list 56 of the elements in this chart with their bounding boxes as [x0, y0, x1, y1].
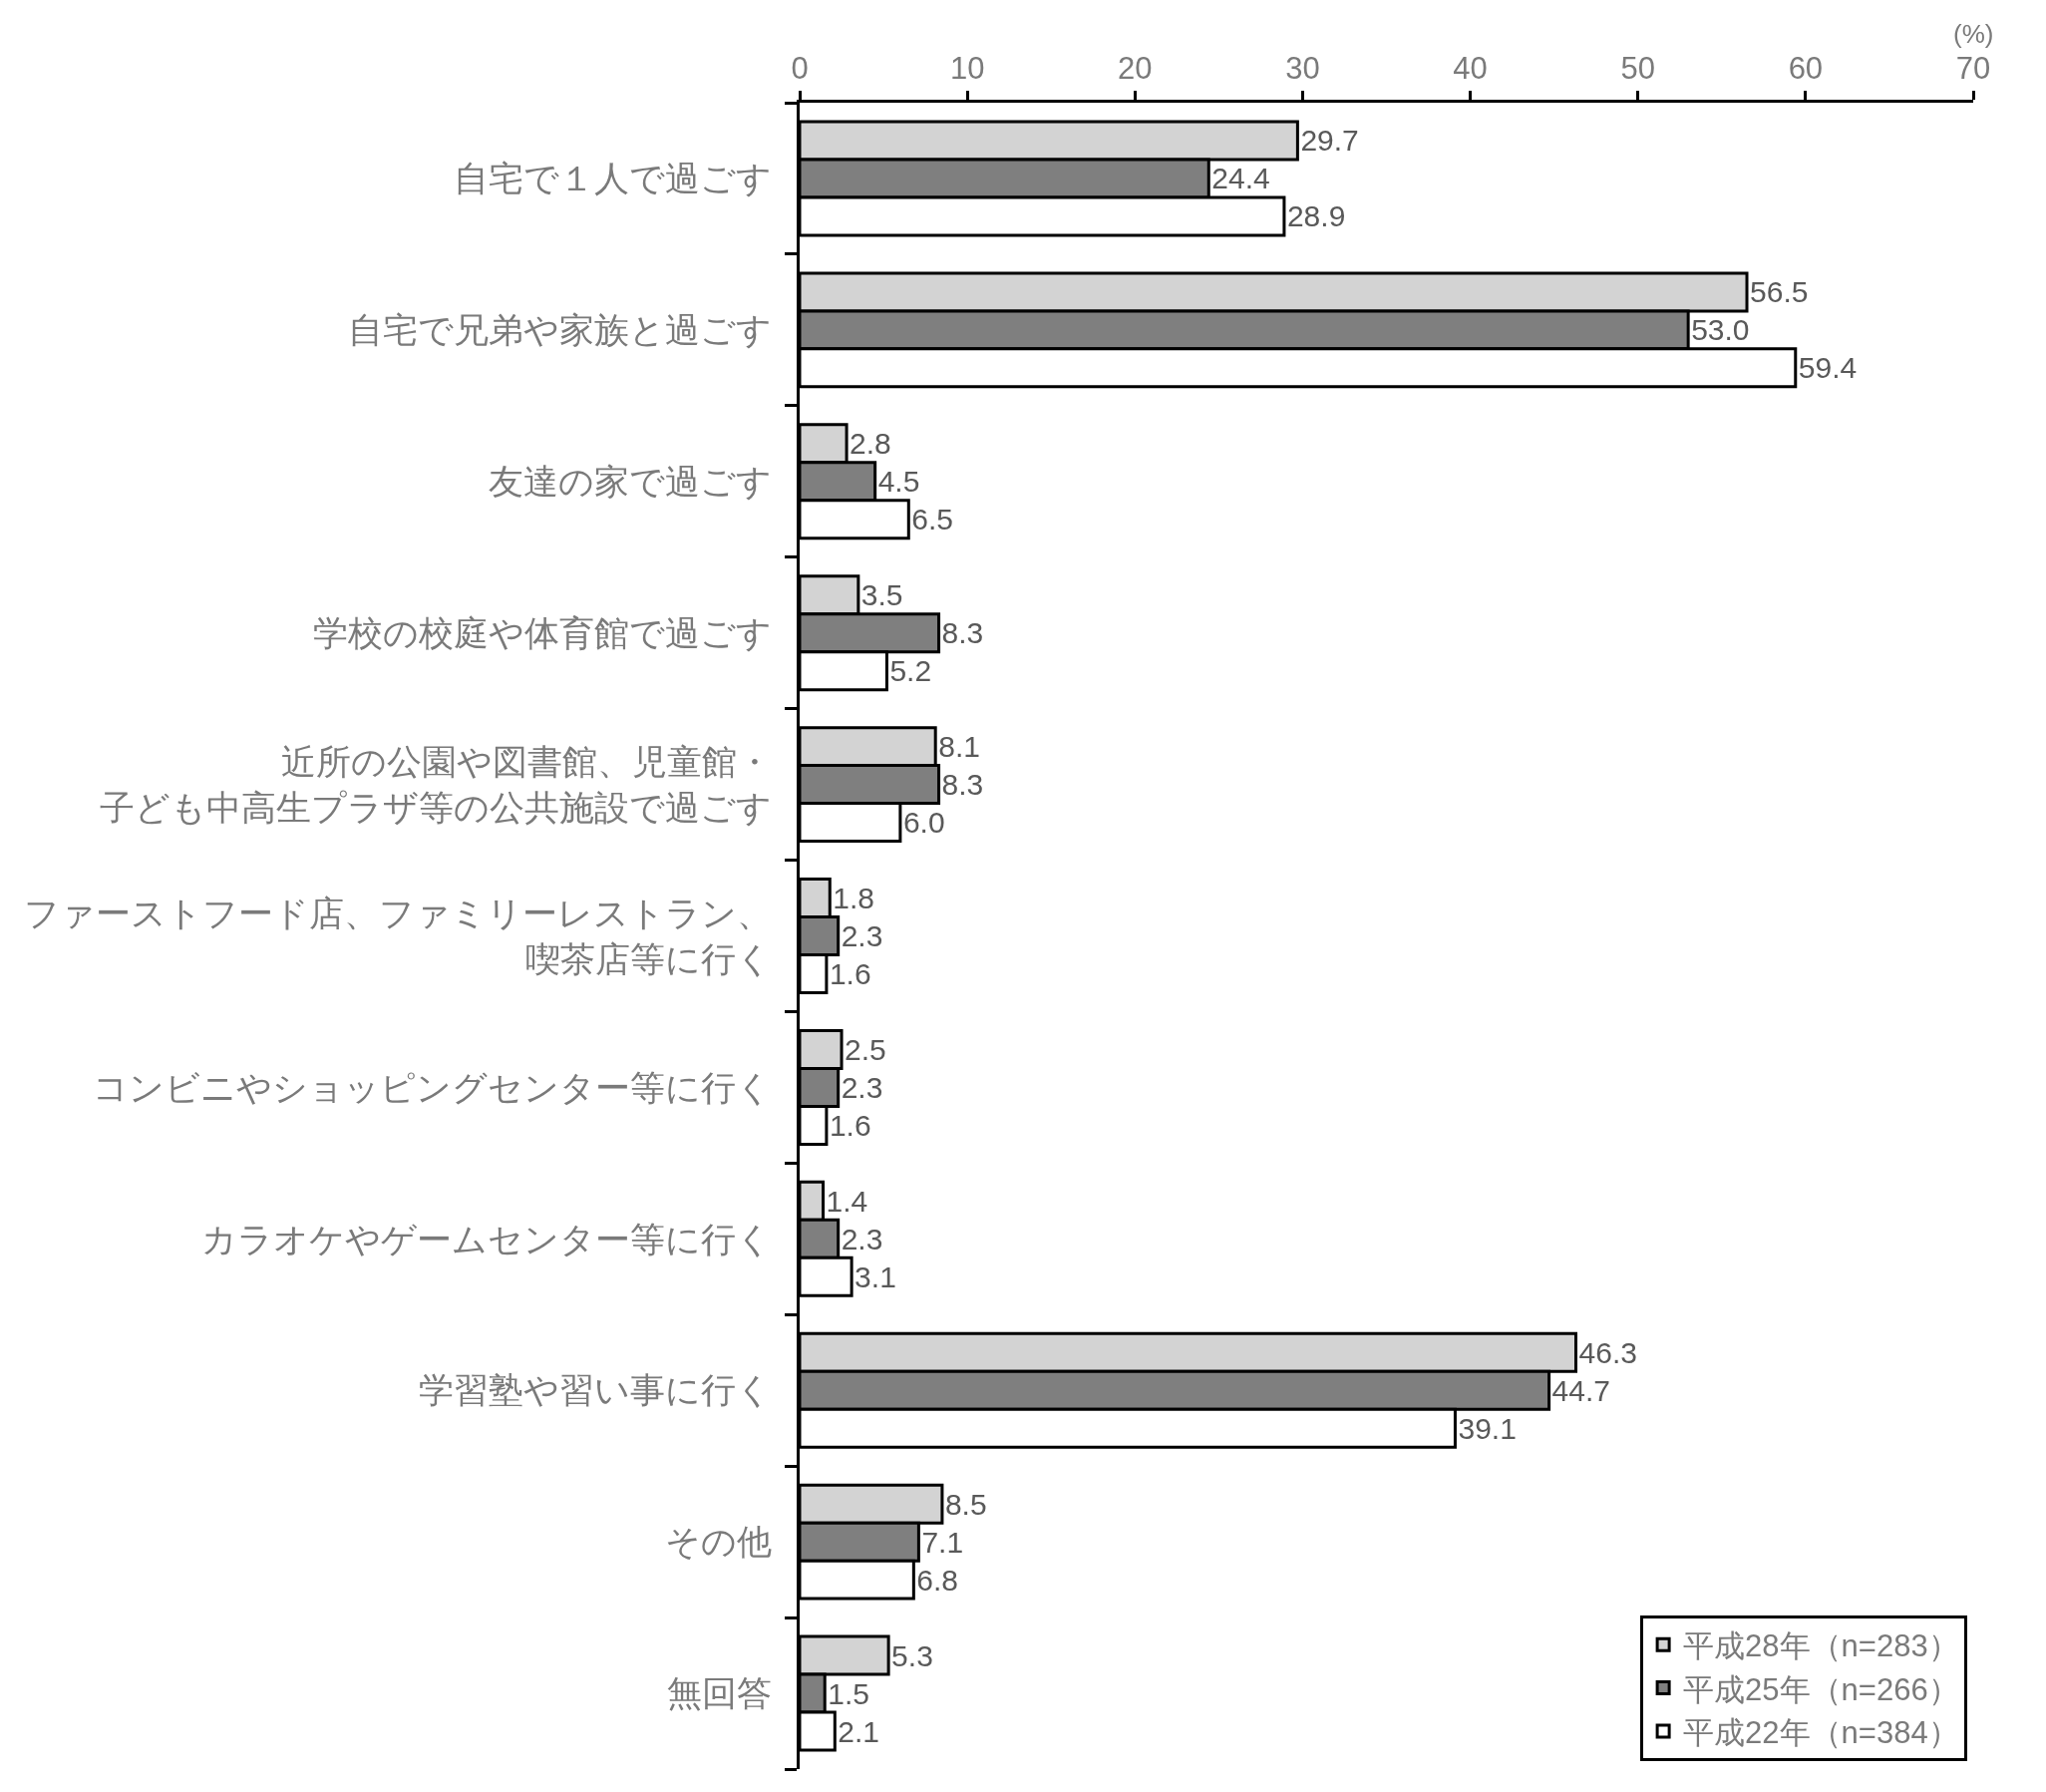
data-label: 4.5 — [877, 465, 920, 499]
x-tick-label: 60 — [1788, 50, 1824, 86]
data-label: 53.0 — [1691, 313, 1750, 347]
x-axis-title: (%) — [1953, 19, 1994, 49]
data-label: 6.0 — [902, 806, 945, 840]
x-tick-label: 50 — [1620, 50, 1655, 86]
data-label: 8.3 — [941, 768, 984, 802]
data-label: 46.3 — [1578, 1335, 1637, 1369]
x-tick-label: 40 — [1453, 50, 1488, 86]
y-tick-label: 学習塾や習い事に行く — [419, 1370, 772, 1410]
data-label: 1.5 — [828, 1676, 869, 1710]
data-label: 28.9 — [1286, 199, 1346, 233]
data-label: 6.8 — [916, 1563, 959, 1597]
data-label: 2.3 — [841, 1070, 883, 1104]
x-tick-label: 70 — [1955, 50, 1991, 86]
y-tick-label: コンビニやショッピングセンター等に行く — [93, 1067, 772, 1107]
data-label: 59.4 — [1798, 351, 1858, 385]
data-label: 2.3 — [841, 1222, 883, 1255]
data-label: 1.6 — [829, 956, 871, 990]
y-tick-label: 自宅で１人で過ごす — [454, 159, 772, 198]
y-tick-label: カラオケやゲームセンター等に行く — [201, 1219, 772, 1258]
data-label: 8.5 — [944, 1487, 987, 1521]
data-label: 8.1 — [938, 730, 980, 764]
data-label: 2.3 — [841, 919, 883, 952]
y-tick-label: ファーストフード店、ファミリーレストラン、喫茶店等に行く — [24, 894, 772, 978]
y-tick-label: 無回答 — [667, 1673, 772, 1713]
y-tick-label: 友達の家で過ごす — [489, 462, 772, 502]
data-label: 6.5 — [911, 503, 954, 537]
data-label: 56.5 — [1750, 275, 1809, 309]
data-label: 29.7 — [1300, 124, 1359, 158]
data-label: 3.1 — [854, 1259, 896, 1293]
data-label: 2.8 — [850, 427, 891, 461]
y-tick-label: その他 — [665, 1522, 772, 1562]
data-label: 7.1 — [921, 1525, 964, 1559]
x-tick-label: 20 — [1118, 50, 1153, 86]
data-label: 5.3 — [891, 1638, 933, 1672]
data-label: 24.4 — [1211, 162, 1270, 195]
legend-label: 平成28年（n=283） — [1683, 1628, 1959, 1664]
y-tick-label: 近所の公園や図書館、児童館・子ども中高生プラザ等の公共施設で過ごす — [100, 742, 772, 827]
legend-label: 平成25年（n=266） — [1683, 1671, 1959, 1707]
y-tick-label: 学校の校庭や体育館で過ごす — [313, 612, 772, 652]
data-label: 1.6 — [829, 1108, 871, 1142]
y-tick-label: 自宅で兄弟や家族と過ごす — [348, 310, 772, 350]
data-label: 2.5 — [845, 1032, 886, 1066]
data-label: 39.1 — [1458, 1411, 1517, 1445]
legend-label: 平成22年（n=384） — [1683, 1714, 1959, 1750]
data-label: 1.4 — [826, 1184, 868, 1218]
data-label: 2.1 — [838, 1714, 880, 1748]
x-tick-label: 0 — [791, 50, 809, 86]
data-label: 1.8 — [833, 882, 874, 915]
data-label: 8.3 — [941, 616, 984, 650]
data-label: 44.7 — [1551, 1373, 1610, 1407]
x-tick-label: 10 — [949, 50, 985, 86]
data-label: 5.2 — [889, 654, 932, 688]
data-label: 3.5 — [860, 578, 903, 612]
x-tick-label: 30 — [1285, 50, 1320, 86]
